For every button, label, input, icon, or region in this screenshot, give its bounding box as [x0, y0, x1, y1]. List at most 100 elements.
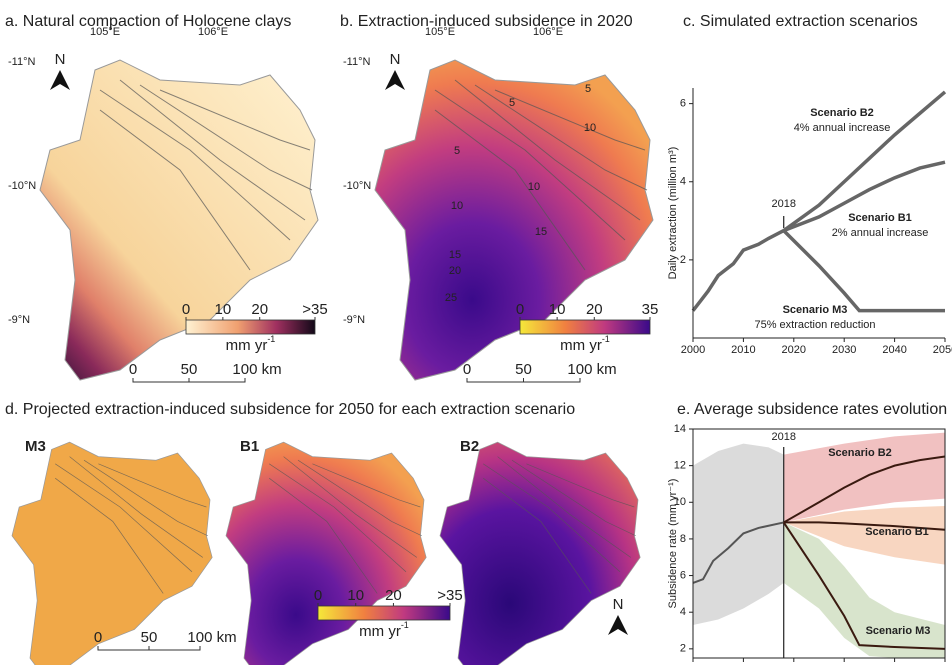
unit-text: mm yr: [226, 337, 268, 354]
contour-label: 15: [449, 249, 461, 261]
colorbar-unit: mm yr-1: [226, 334, 276, 354]
annotation-title: Scenario B1: [865, 526, 929, 538]
annotation-title: Scenario B2: [810, 107, 874, 119]
annotation-title: Scenario B1: [848, 212, 912, 224]
colorbar-tick-label: 20: [385, 587, 402, 604]
series-line: [783, 521, 946, 531]
x-tick-label: 2020: [782, 344, 806, 356]
colorbar-tick-label: 0: [182, 301, 190, 318]
lat-label: -9°N: [343, 314, 365, 326]
lat-label: -10°N: [343, 180, 371, 192]
x-tick-label: 2020: [782, 664, 806, 665]
annotation-title: Scenario B2: [828, 447, 892, 459]
series-line: [783, 455, 946, 524]
y-tick-label: 4: [680, 176, 686, 188]
colorbar-tick-label: 20: [586, 301, 603, 318]
x-tick-label: 2030: [832, 664, 856, 665]
lat-label: -11°N: [8, 56, 35, 68]
panel-title: b. Extraction-induced subsidence in 2020: [340, 13, 633, 30]
colorbar: [317, 605, 451, 621]
scale-label: 100 km: [232, 361, 281, 378]
y-axis-label: Subsidence rate (mm yr⁻¹): [667, 479, 679, 609]
y-tick-label: 12: [674, 460, 686, 472]
colorbar-unit: mm yr-1: [560, 334, 610, 354]
contour-label: 5: [509, 97, 515, 109]
x-tick-label: 2050: [933, 344, 952, 356]
series-line: [691, 229, 785, 312]
scale-label: 100 km: [187, 629, 236, 646]
contour-label: 15: [535, 226, 547, 238]
lon-label: 106°E: [198, 26, 228, 38]
scale-label: 50: [181, 361, 198, 378]
unit-exponent: -1: [602, 334, 610, 344]
x-tick-label: 2030: [832, 344, 856, 356]
annotation-text: 2% annual increase: [832, 227, 929, 239]
colorbar-tick-label: 10: [549, 301, 566, 318]
lon-label: 105°E: [90, 26, 120, 38]
north-label: N: [613, 596, 624, 613]
y-tick-label: 10: [674, 496, 686, 508]
colorbar-tick-label: 35: [642, 301, 659, 318]
scale-label: 0: [463, 361, 471, 378]
annotation-title: Scenario M3: [866, 625, 931, 637]
series-line: [782, 229, 945, 313]
colorbar-tick-label: 0: [516, 301, 524, 318]
scale-label: 50: [141, 629, 158, 646]
scale-bar: [97, 646, 201, 651]
chart-title: e. Average subsidence rates evolution: [677, 401, 947, 418]
colorbar-tick-label: 10: [347, 587, 364, 604]
scale-label: 0: [129, 361, 137, 378]
scenario-label: M3: [25, 438, 46, 455]
unit-text: mm yr: [560, 337, 602, 354]
scale-bar: [132, 378, 246, 383]
y-tick-label: 4: [680, 606, 686, 618]
scale-label: 100 km: [567, 361, 616, 378]
contour-label: 10: [451, 200, 463, 212]
series-line: [782, 90, 947, 232]
north-arrows: [50, 70, 628, 635]
chart-title: c. Simulated extraction scenarios: [683, 13, 918, 30]
y-tick-label: 6: [680, 98, 686, 110]
lon-label: 105°E: [425, 26, 455, 38]
panel-title: d. Projected extraction-induced subsiden…: [5, 401, 575, 418]
lat-label: -10°N: [8, 180, 36, 192]
y-axis-label: Daily extraction (million m³): [667, 147, 679, 280]
x-tick-label: 2050: [933, 664, 952, 665]
scale-bar: [466, 378, 581, 383]
colorbar-tick-label: 10: [215, 301, 232, 318]
contour-label: 20: [449, 265, 461, 277]
colorbar-tick-label: 0: [314, 587, 322, 604]
north-label: N: [390, 51, 401, 68]
colorbar-unit: mm yr-1: [359, 620, 409, 640]
unit-exponent: -1: [267, 334, 275, 344]
unit-text: mm yr: [359, 623, 401, 640]
contour-label: 10: [584, 122, 596, 134]
x-tick-label: 2000: [681, 344, 705, 356]
x-tick-label: 2040: [882, 344, 906, 356]
annotation-title: Scenario M3: [783, 304, 848, 316]
series-line: [783, 160, 946, 233]
annotation-text: 75% extraction reduction: [754, 319, 875, 331]
x-tick-label: 2000: [681, 664, 705, 665]
scale-label: 0: [94, 629, 102, 646]
x-tick-label: 2010: [731, 344, 755, 356]
x-tick-label: 2040: [882, 664, 906, 665]
annotation-text: 4% annual increase: [794, 122, 891, 134]
series-line: [692, 521, 784, 584]
north-label: N: [55, 51, 66, 68]
uncertainty-band: [693, 443, 784, 626]
colorbar: [519, 319, 651, 335]
unit-exponent: -1: [401, 620, 409, 630]
colorbar-tick-label: >35: [437, 587, 462, 604]
x-tick-label: 2010: [731, 664, 755, 665]
lat-label: -11°N: [343, 56, 370, 68]
scale-label: 50: [515, 361, 532, 378]
y-tick-label: 6: [680, 569, 686, 581]
uncertainty-band: [783, 505, 945, 565]
scenario-label: B2: [460, 438, 479, 455]
lat-label: -9°N: [8, 314, 30, 326]
marker-label: 2018: [771, 431, 795, 443]
colorbar: [185, 319, 316, 335]
marker-label: 2018: [771, 198, 795, 210]
